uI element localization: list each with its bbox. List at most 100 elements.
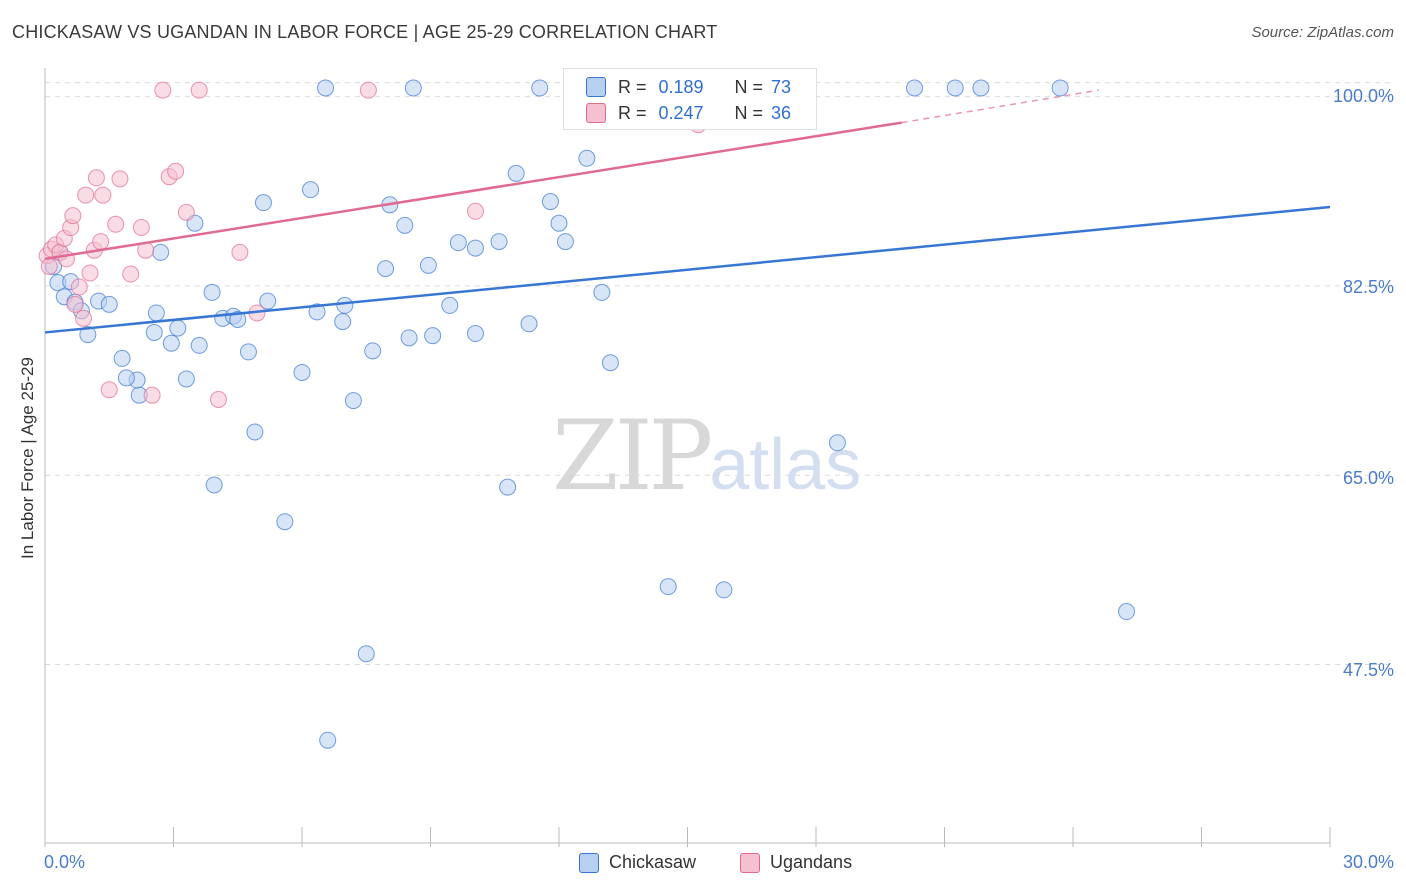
chickasaw-point [946,79,964,97]
chickasaw-point [308,303,326,321]
chickasaw-point [593,283,611,301]
chickasaw-swatch [579,852,599,873]
ugandan-point [81,264,99,282]
ugandan-point [66,295,84,313]
legend-n-label: N = [734,76,764,97]
ugandan-point [190,81,208,99]
y-tick-label: 100.0% [1332,86,1394,106]
legend-row-chickasaw: R = 0.189 N = 73 [586,75,791,99]
chickasaw-point [520,315,538,333]
chickasaw-point [169,319,187,337]
chickasaw-point [441,296,459,314]
chickasaw-point [246,423,264,441]
ugandan-point [154,81,172,99]
chickasaw-point [113,349,131,367]
chickasaw-point [145,323,163,341]
chickasaw-point [302,181,320,199]
chickasaw-point [972,79,990,97]
ugandan-trend-line [44,121,902,261]
chickasaw-point [601,354,619,372]
chickasaw-point [507,164,525,182]
ugandan-point [111,170,129,188]
legend-n-label: N = [734,102,764,123]
x-tick-label-max: 30.0% [1342,852,1394,872]
bottom-legend-ugandans: Ugandans [740,852,852,873]
chickasaw-point [336,296,354,314]
ugandan-point [143,386,161,404]
chickasaw-point [404,79,422,97]
ugandan-point [40,257,58,275]
chickasaw-point [147,304,165,322]
chickasaw-point [334,313,352,331]
chickasaw-point [117,369,135,387]
ugandans-swatch [586,103,606,123]
bottom-legend-label: Ugandans [770,852,853,872]
ugandan-point [122,265,140,283]
y-tick-label: 65.0% [1342,468,1394,488]
chickasaw-point [419,256,437,274]
ugandan-point [64,207,82,225]
chickasaw-point [541,193,559,211]
ugandan-trend-extension [901,89,1099,124]
chart-title: CHICKASAW VS UGANDAN IN LABOR FORCE | AG… [12,22,718,42]
chickasaw-point [259,292,277,310]
ugandan-point [231,243,249,261]
chickasaw-point [357,645,375,663]
ugandan-point [466,202,484,220]
chickasaw-point [1051,79,1069,97]
chickasaw-point [531,79,549,97]
ugandan-point [57,250,75,268]
x-tick-label-min: 0.0% [44,852,86,872]
ugandan-point [70,278,88,296]
chickasaw-swatch [586,77,606,97]
ugandan-point [167,162,185,180]
chickasaw-point [100,295,118,313]
chickasaw-point [499,478,517,496]
chickasaw-point [396,216,414,234]
chickasaw-point [293,363,311,381]
legend-n-value: 73 [771,76,792,97]
chickasaw-point [317,79,335,97]
chickasaw-point [229,310,247,328]
ugandan-point [107,215,125,233]
ugandan-point [87,169,105,187]
chickasaw-point [205,476,223,494]
chickasaw-point [1118,603,1136,621]
chickasaw-point [177,370,195,388]
chickasaw-point [344,392,362,410]
chickasaw-point [550,214,568,232]
legend-r-label: R = [618,76,647,97]
chickasaw-point [377,260,395,278]
legend-row-ugandans: R = 0.247 N = 36 [586,101,791,125]
ugandan-point [209,391,227,409]
chickasaw-point [715,581,733,599]
ugandan-point [100,381,118,399]
chickasaw-point [203,283,221,301]
watermark-zip: ZIP [552,400,713,512]
y-tick-label: 82.5% [1342,277,1394,297]
chickasaw-point [239,343,257,361]
ugandan-point [359,81,377,99]
chickasaw-point [828,434,846,452]
chickasaw-point [364,342,382,360]
chickasaw-point [254,194,272,212]
chickasaw-point [79,326,97,344]
chickasaw-point [556,233,574,251]
chickasaw-point [466,325,484,343]
chickasaw-point [152,243,170,261]
chickasaw-point [906,79,924,97]
chickasaw-point [490,233,508,251]
source-label: Source: ZipAtlas.com [1251,24,1394,41]
ugandan-point [177,203,195,221]
chickasaw-point [578,149,596,167]
chickasaw-point [319,731,337,749]
stats-legend: R = 0.189 N = 73 R = 0.247 N = 36 [563,68,817,130]
ugandan-point [92,233,110,251]
chickasaw-point [424,327,442,345]
ugandan-point [94,186,112,204]
legend-r-label: R = [618,102,647,123]
ugandan-point [77,186,95,204]
ugandans-swatch [740,852,760,873]
chickasaw-point [659,578,677,596]
